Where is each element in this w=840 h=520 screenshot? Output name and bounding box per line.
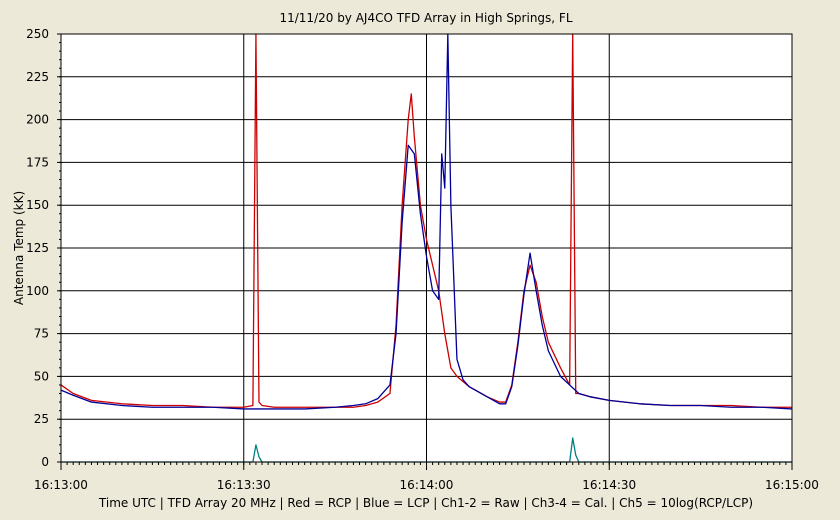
x-axis-label: Time UTC | TFD Array 20 MHz | Red = RCP … xyxy=(98,496,753,510)
y-tick-label: 75 xyxy=(34,327,49,341)
x-tick-label: 16:14:30 xyxy=(582,478,636,492)
x-tick-label: 16:13:30 xyxy=(217,478,271,492)
y-tick-label: 225 xyxy=(26,70,49,84)
chart-title: 11/11/20 by AJ4CO TFD Array in High Spri… xyxy=(279,11,572,25)
x-tick-label: 16:14:00 xyxy=(400,478,454,492)
y-tick-label: 125 xyxy=(26,241,49,255)
x-axis: 16:13:00 16:13:30 16:14:00 16:14:30 16:15:00 xyxy=(34,462,819,492)
y-axis: 0 25 50 75 100 125 150 175 200 225 250 xyxy=(26,27,61,469)
y-tick-label: 100 xyxy=(26,284,49,298)
time-markers xyxy=(243,34,610,462)
y-tick-label: 25 xyxy=(34,412,49,426)
y-tick-label: 250 xyxy=(26,27,49,41)
y-tick-label: 50 xyxy=(34,369,49,383)
y-tick-label: 150 xyxy=(26,198,49,212)
x-tick-label: 16:13:00 xyxy=(34,478,88,492)
y-axis-label: Antenna Temp (kK) xyxy=(12,191,26,305)
y-tick-label: 200 xyxy=(26,113,49,127)
series-line-0 xyxy=(60,33,792,408)
y-tick-label: 175 xyxy=(26,155,49,169)
x-tick-label: 16:15:00 xyxy=(765,478,819,492)
y-tick-label: 0 xyxy=(41,455,49,469)
